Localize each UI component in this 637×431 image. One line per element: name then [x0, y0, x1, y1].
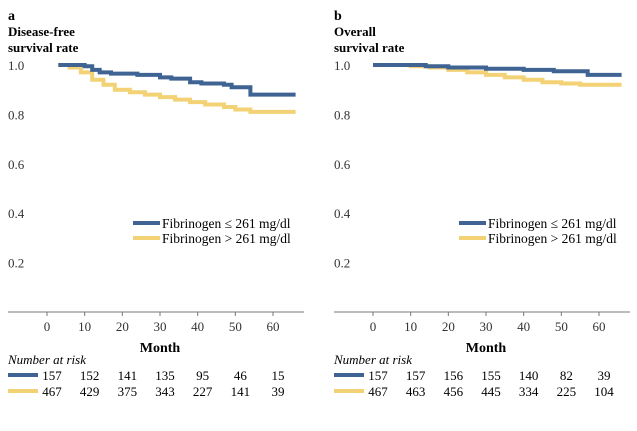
x-tick-label: 20 — [442, 319, 455, 334]
risk-count: 467 — [42, 384, 62, 399]
y-tick-label: 0.4 — [8, 206, 25, 221]
risk-table-title: Number at risk — [333, 352, 412, 367]
x-tick-label: 30 — [154, 319, 167, 334]
y-axis-label-line2: survival rate — [334, 40, 405, 55]
y-tick-label: 0.8 — [334, 107, 350, 122]
y-tick-label: 0.2 — [334, 256, 350, 271]
risk-count: 429 — [80, 384, 100, 399]
risk-count: 343 — [155, 384, 175, 399]
panel-letter: b — [334, 9, 342, 24]
risk-count: 157 — [406, 368, 426, 383]
legend-label: Fibrinogen > 261 mg/dl — [162, 231, 291, 246]
y-axis-label-line1: Overall — [334, 24, 376, 39]
risk-count: 463 — [406, 384, 426, 399]
risk-count: 375 — [118, 384, 138, 399]
x-tick-label: 40 — [191, 319, 204, 334]
risk-count: 15 — [272, 368, 285, 383]
risk-count: 227 — [193, 384, 213, 399]
survival-curve-high-fibrinogen — [58, 63, 296, 114]
y-axis-label-line1: Disease-free — [8, 24, 75, 39]
x-tick-label: 20 — [116, 319, 129, 334]
risk-count: 135 — [155, 368, 175, 383]
risk-count: 157 — [42, 368, 62, 383]
risk-count: 156 — [444, 368, 464, 383]
y-tick-label: 0.6 — [8, 157, 25, 172]
risk-count: 95 — [196, 368, 209, 383]
risk-count: 225 — [557, 384, 577, 399]
risk-count: 155 — [481, 368, 501, 383]
risk-count: 141 — [231, 384, 251, 399]
x-tick-label: 60 — [593, 319, 606, 334]
panel-letter: a — [8, 9, 15, 24]
x-tick-label: 50 — [555, 319, 568, 334]
legend-label: Fibrinogen ≤ 261 mg/dl — [162, 216, 291, 231]
risk-count: 82 — [560, 368, 573, 383]
risk-table-title: Number at risk — [7, 352, 86, 367]
risk-count: 141 — [118, 368, 138, 383]
y-tick-label: 0.4 — [334, 206, 351, 221]
x-tick-label: 0 — [370, 319, 377, 334]
x-axis-title: Month — [466, 341, 507, 356]
y-tick-label: 0.8 — [8, 107, 24, 122]
risk-count: 152 — [80, 368, 100, 383]
x-axis-title: Month — [140, 341, 181, 356]
risk-count: 467 — [368, 384, 388, 399]
y-tick-label: 0.2 — [8, 256, 24, 271]
x-tick-label: 0 — [44, 319, 51, 334]
survival-curve-low-fibrinogen — [373, 63, 622, 77]
risk-count: 39 — [272, 384, 285, 399]
risk-count: 104 — [594, 384, 614, 399]
y-tick-label: 1.0 — [334, 58, 350, 73]
legend-label: Fibrinogen ≤ 261 mg/dl — [488, 216, 617, 231]
risk-count: 140 — [519, 368, 539, 383]
risk-count: 157 — [368, 368, 388, 383]
risk-count: 456 — [444, 384, 464, 399]
risk-count: 46 — [234, 368, 248, 383]
x-tick-label: 50 — [229, 319, 242, 334]
x-tick-label: 40 — [517, 319, 530, 334]
survival-curve-low-fibrinogen — [58, 63, 296, 97]
x-tick-label: 60 — [267, 319, 280, 334]
risk-count: 445 — [481, 384, 501, 399]
x-tick-label: 10 — [78, 319, 91, 334]
y-tick-label: 1.0 — [8, 58, 24, 73]
risk-count: 334 — [519, 384, 539, 399]
y-axis-label-line2: survival rate — [8, 40, 79, 55]
legend-label: Fibrinogen > 261 mg/dl — [488, 231, 617, 246]
x-tick-label: 30 — [480, 319, 493, 334]
x-tick-label: 10 — [404, 319, 417, 334]
y-tick-label: 0.6 — [334, 157, 351, 172]
risk-count: 39 — [598, 368, 611, 383]
